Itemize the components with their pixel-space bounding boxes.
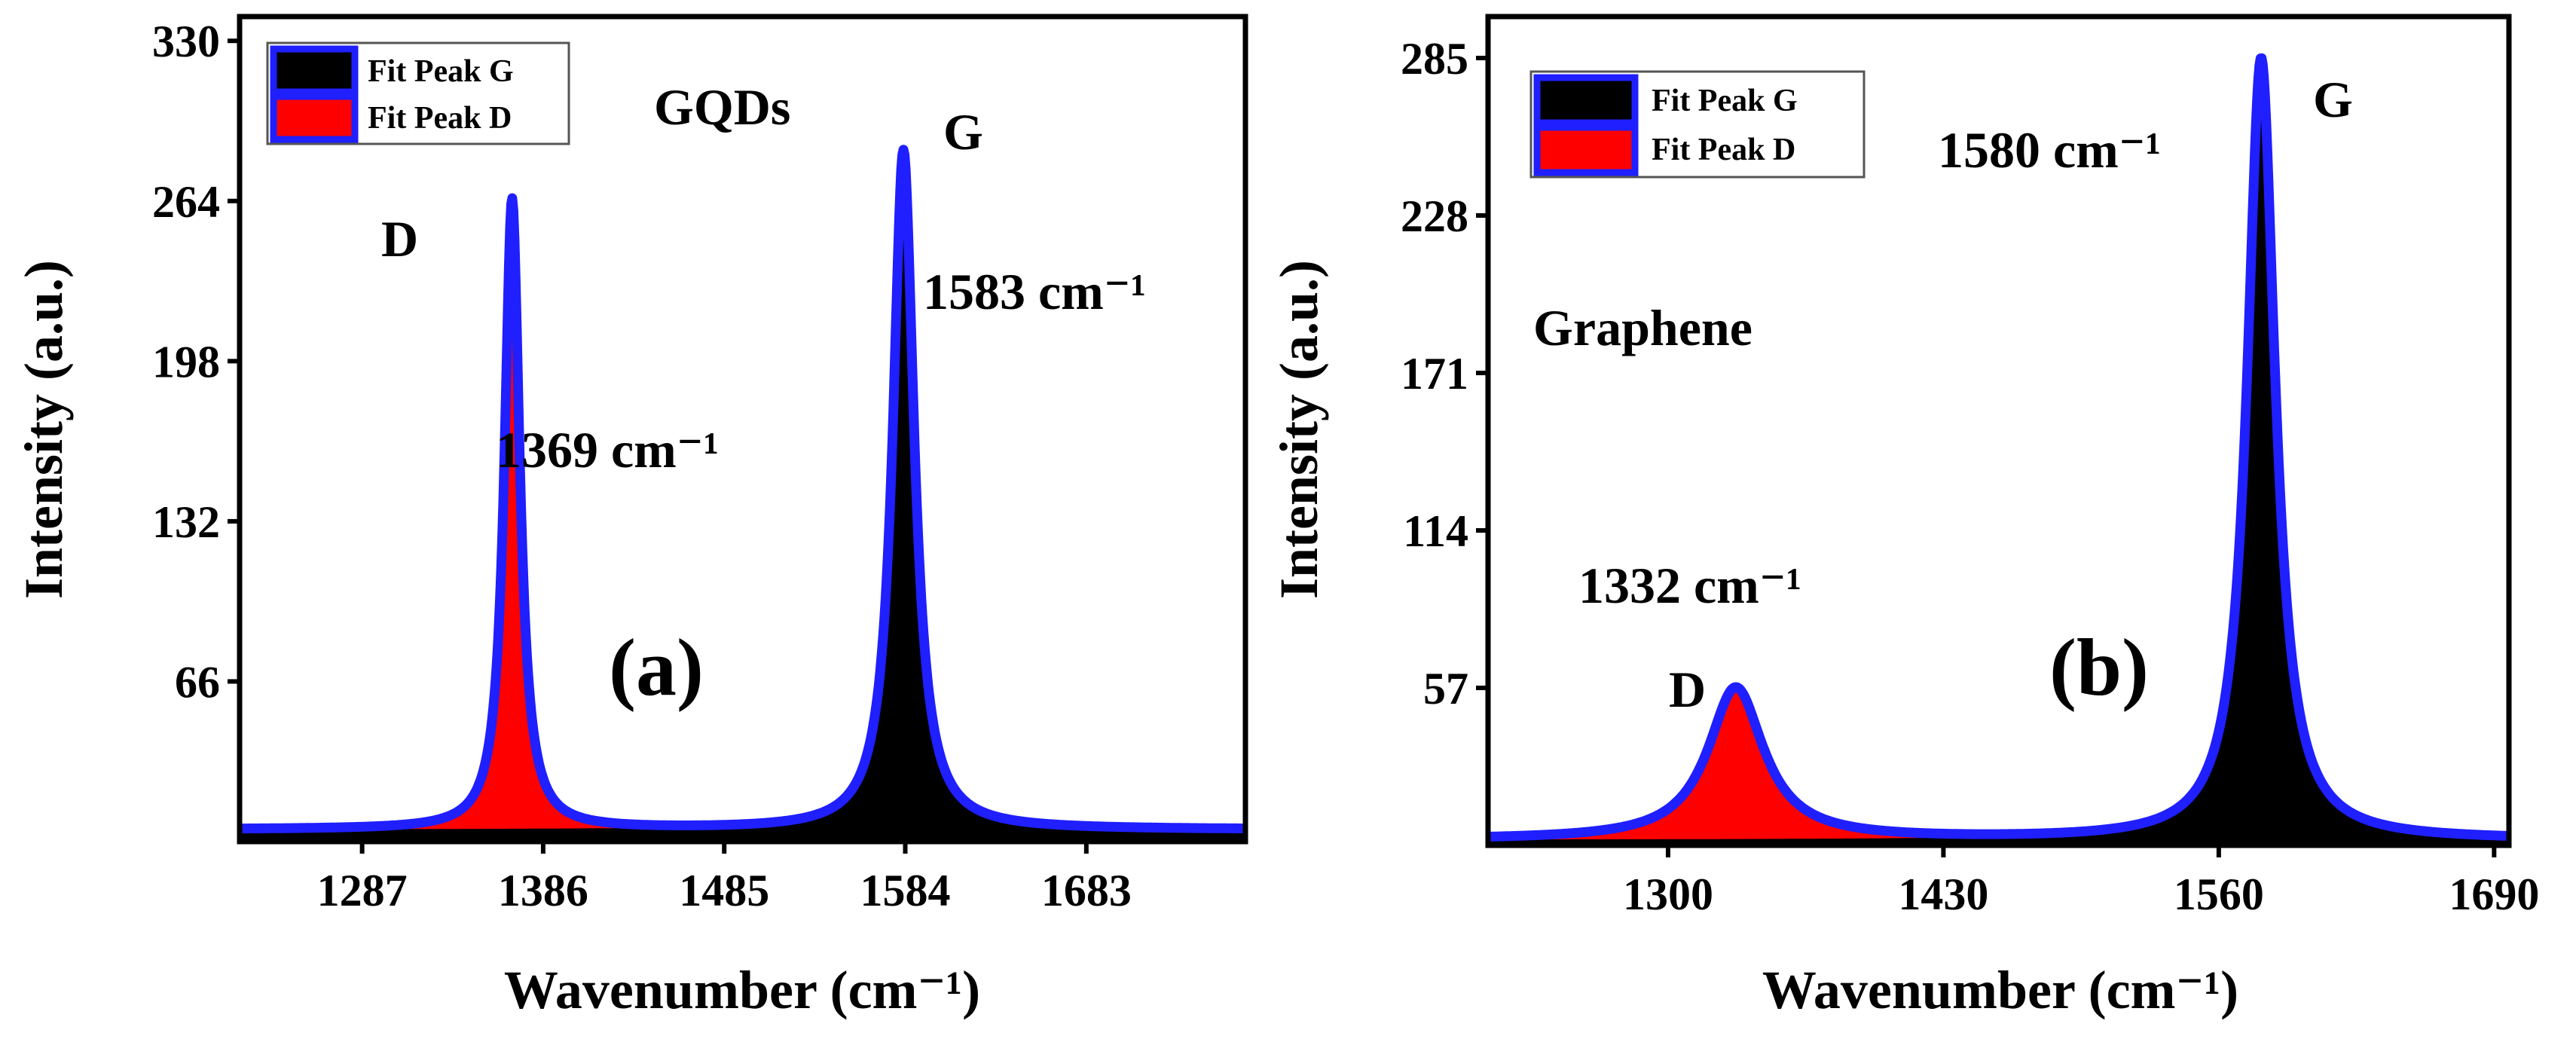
panel-a-peak-g-label: G xyxy=(943,103,983,160)
panel-b-peak-d-fill xyxy=(1488,688,2509,845)
panel-b-plot-frame xyxy=(1485,14,2512,848)
panel-b-peak-g-position: 1580 cm⁻¹ xyxy=(1938,121,2161,179)
panel-a-legend-swatch-g xyxy=(270,45,359,96)
panel-b-legend: Fit Peak G Fit Peak D xyxy=(1529,70,1866,179)
panel-b-x-tick-label: 1300 xyxy=(1623,869,1713,919)
panel-a-legend-swatch-d xyxy=(270,93,359,143)
panel-b-x-tick-label: 1690 xyxy=(2449,869,2539,919)
panel-a-legend-label-d: Fit Peak D xyxy=(368,101,512,136)
panel-b-panel-label: (b) xyxy=(2049,623,2149,713)
panel-b-x-axis-label: Wavenumber (cm⁻¹) xyxy=(1762,960,2238,1020)
panel-b-x-tick-label: 1430 xyxy=(1898,869,1988,919)
panel-a-x-tick-label: 1386 xyxy=(498,866,588,915)
panel-b-peak-g-label: G xyxy=(2313,71,2353,128)
panel-a-x-tick-label: 1485 xyxy=(679,866,769,915)
panel-a-panel-label: (a) xyxy=(609,623,704,713)
panel-b-y-tick-label: 114 xyxy=(1403,506,1468,556)
panel-b-y-tick-label: 171 xyxy=(1401,349,1468,399)
panel-b-envelope-line xyxy=(1484,53,2513,842)
panel-b-legend-label-g: Fit Peak G xyxy=(1652,84,1798,118)
panel-a-peak-d-position: 1369 cm⁻¹ xyxy=(496,421,719,478)
panel-b-legend-swatch-g xyxy=(1533,74,1639,127)
panel-a-y-tick-label: 264 xyxy=(152,177,220,227)
panel-b-legend-swatch-d xyxy=(1533,124,1639,176)
panel-a-envelope-line xyxy=(236,145,1249,834)
panel-a-legend: Fit Peak G Fit Peak D xyxy=(266,41,570,145)
panel-b-legend-label-d: Fit Peak D xyxy=(1652,133,1795,167)
panel-b-y-tick-label: 285 xyxy=(1401,34,1468,84)
panel-b-peak-d-position: 1332 cm⁻¹ xyxy=(1578,557,1801,614)
panel-b-y-tick-label: 228 xyxy=(1401,191,1468,241)
panel-a-y-tick-label: 198 xyxy=(152,337,220,387)
panel-b-x-tick-label: 1560 xyxy=(2174,869,2264,919)
panel-a-y-tick-label: 66 xyxy=(175,657,220,707)
panel-b-sample-label: Graphene xyxy=(1533,299,1752,356)
panel-a-y-axis-label: Intensity (a.u.) xyxy=(14,260,74,599)
panel-a-axis-ticks: 1287 1386 1485 1584 1683 66 132 198 264 330 xyxy=(152,17,1132,915)
panel-a-x-tick-label: 1584 xyxy=(860,866,951,915)
panel-a-plot-frame xyxy=(237,14,1248,845)
panel-a-y-tick-label: 330 xyxy=(152,17,220,66)
panel-a: 1287 1386 1485 1584 1683 66 132 198 264 330 Waven… xyxy=(14,14,1249,1020)
panel-b-y-axis-label: Intensity (a.u.) xyxy=(1269,260,1329,599)
panel-a-legend-label-g: Fit Peak G xyxy=(368,54,514,89)
panel-b-y-tick-label: 57 xyxy=(1423,664,1468,714)
panel-a-x-axis-label: Wavenumber (cm⁻¹) xyxy=(504,960,980,1020)
panel-a-peak-g-position: 1583 cm⁻¹ xyxy=(923,263,1146,320)
panel-a-peak-d-label: D xyxy=(381,210,418,267)
panel-a-y-tick-label: 132 xyxy=(152,497,220,547)
panel-b-axis-ticks: 1300 1430 1560 1690 57 114 171 228 285 xyxy=(1401,34,2539,919)
panel-a-x-tick-label: 1683 xyxy=(1041,866,1132,915)
panel-b: 1300 1430 1560 1690 57 114 171 228 285 Wavenumbe… xyxy=(1269,14,2539,1020)
panel-a-background xyxy=(240,17,1245,842)
panel-a-sample-label: GQDs xyxy=(654,78,790,136)
panel-a-x-tick-label: 1287 xyxy=(317,866,408,915)
panel-b-peak-d-label: D xyxy=(1669,661,1706,718)
